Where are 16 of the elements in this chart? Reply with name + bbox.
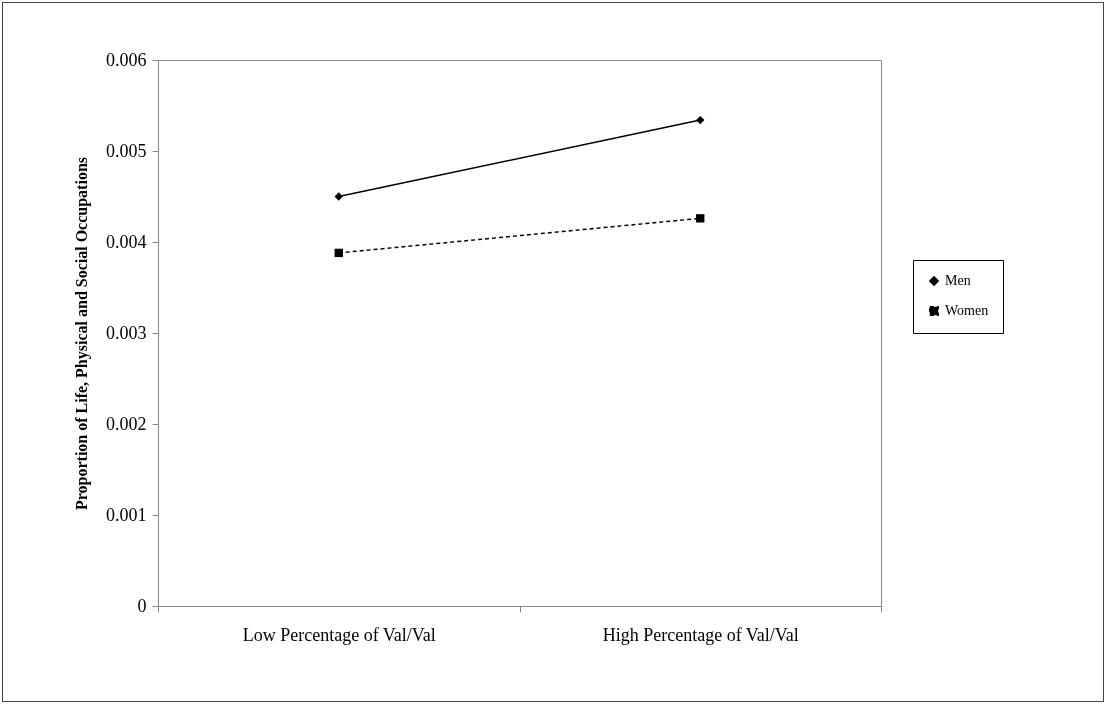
point xyxy=(334,248,343,258)
x-tick-label: Low Percentage of Val/Val xyxy=(242,624,436,645)
point xyxy=(696,214,705,223)
y-tick-label: 0 xyxy=(137,595,147,616)
y-tick-label: 0.001 xyxy=(106,504,147,525)
y-tick-label: 0.005 xyxy=(106,140,147,161)
point xyxy=(696,115,705,125)
legend-label: Men xyxy=(945,273,971,288)
legend-label: Women xyxy=(945,303,989,318)
y-axis-title: Proportion of Life, Physical and Social Occupations xyxy=(73,156,91,511)
x-tick-label: High Percentage of Val/Val xyxy=(602,624,799,645)
y-tick-label: 0.006 xyxy=(106,49,147,70)
y-tick-label: 0.003 xyxy=(106,322,147,343)
y-tick-label: 0.002 xyxy=(106,413,147,434)
point xyxy=(334,192,343,201)
y-tick-label: 0.004 xyxy=(106,231,147,252)
